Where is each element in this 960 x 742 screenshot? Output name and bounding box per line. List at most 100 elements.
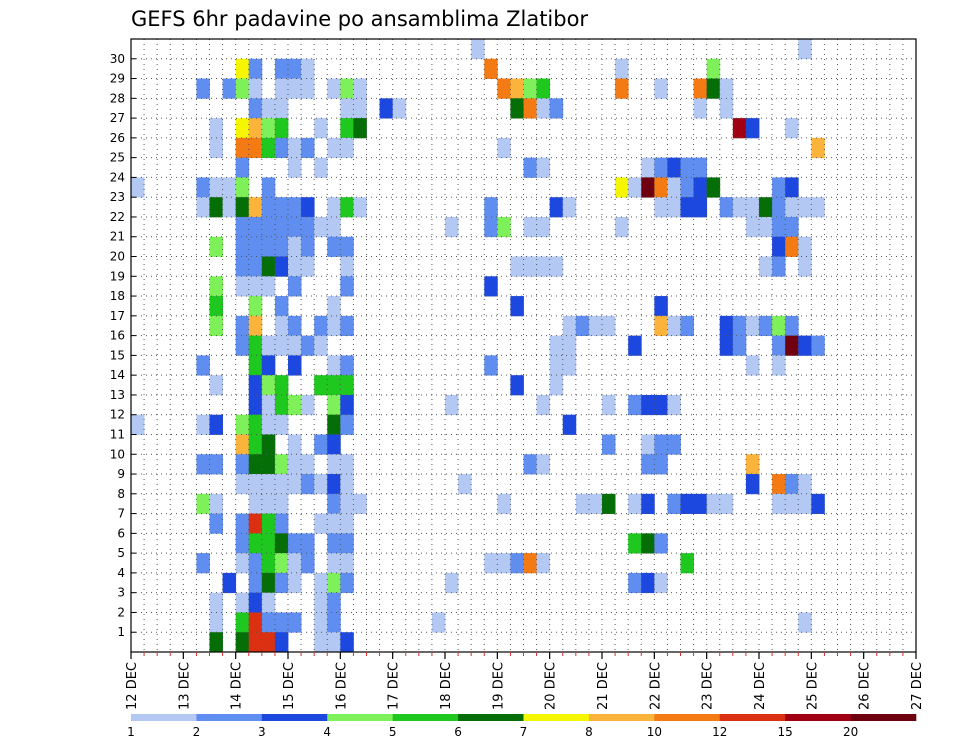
heatmap-cell	[327, 434, 341, 455]
heatmap-cell	[288, 533, 302, 554]
heatmap-cell	[274, 572, 289, 594]
heatmap-cell	[654, 157, 668, 178]
heatmap-cell	[235, 454, 250, 475]
heatmap-cell	[261, 434, 276, 455]
heatmap-cell	[732, 118, 747, 139]
x-axis: 12 DEC 13 DEC 14 DEC 15 DEC 16 DEC 17 DEC 18 D…	[125, 652, 925, 710]
heatmap-cell	[497, 493, 511, 514]
heatmap-cell	[536, 157, 551, 178]
heatmap-cell	[288, 335, 302, 356]
heatmap-cell	[196, 414, 210, 435]
y-tick-label: 21	[110, 230, 125, 244]
x-tick-label: 17 DEC	[387, 662, 402, 710]
heatmap-cell	[340, 572, 354, 594]
legend-label: 20	[843, 725, 858, 739]
heatmap-cell	[615, 78, 629, 99]
heatmap-cell	[235, 335, 250, 356]
heatmap-cell	[785, 236, 799, 257]
heatmap-cell	[314, 632, 328, 653]
heatmap-cell	[235, 612, 250, 633]
heatmap-cell	[209, 137, 223, 159]
heatmap-cell	[785, 118, 799, 139]
heatmap-cell	[798, 493, 812, 514]
heatmap-cell	[340, 513, 354, 534]
y-tick-label: 11	[110, 427, 125, 441]
y-tick-label: 28	[110, 91, 125, 105]
heatmap-cell	[549, 355, 564, 376]
heatmap-cell	[301, 553, 315, 574]
heatmap-cell	[693, 177, 708, 198]
heatmap-cell	[261, 216, 276, 238]
heatmap-cell	[274, 513, 289, 534]
legend-label: 12	[712, 725, 727, 739]
legend-swatch	[327, 714, 393, 721]
heatmap-cell	[327, 236, 341, 257]
heatmap-cell	[235, 592, 250, 613]
heatmap-cell	[314, 216, 328, 238]
heatmap-cell	[497, 216, 511, 238]
heatmap-cell	[654, 296, 668, 317]
y-tick-label: 1	[117, 625, 125, 639]
heatmap-cell	[680, 553, 694, 574]
heatmap-cell	[261, 493, 276, 514]
heatmap-cell	[431, 612, 446, 633]
heatmap-cell	[248, 493, 263, 514]
heatmap-cell	[340, 78, 354, 99]
heatmap-cell	[667, 493, 681, 514]
heatmap-cell	[615, 58, 629, 79]
heatmap-cell	[301, 474, 315, 495]
heatmap-cell	[314, 335, 328, 356]
heatmap-cell	[536, 454, 551, 475]
heatmap-cell	[288, 355, 302, 376]
heatmap-cell	[274, 414, 289, 435]
heatmap-cell	[261, 632, 276, 653]
heatmap-cell	[484, 197, 498, 218]
heatmap-cell	[510, 553, 524, 574]
heatmap-cell	[235, 118, 250, 139]
legend-swatch	[850, 714, 917, 721]
x-tick-label: 12 DEC	[125, 662, 140, 710]
heatmap-cell	[301, 256, 315, 277]
y-tick-label: 7	[117, 507, 125, 521]
heatmap-cell	[549, 375, 564, 396]
heatmap-cell	[641, 394, 655, 416]
heatmap-cell	[196, 355, 210, 376]
heatmap-cell	[340, 474, 354, 495]
x-tick-label: 16 DEC	[334, 662, 349, 710]
x-tick-label: 15 DEC	[282, 662, 297, 710]
heatmap-cell	[261, 553, 276, 574]
x-tick-label: 22 DEC	[648, 662, 663, 710]
heatmap-cell	[654, 315, 668, 337]
heatmap-cell	[745, 315, 760, 337]
y-axis: 1234567891011121314151617181920212223242…	[110, 52, 136, 639]
heatmap-cell	[301, 533, 315, 554]
heatmap-cell	[327, 632, 341, 653]
heatmap-cell	[327, 197, 341, 218]
heatmap-cell	[248, 394, 263, 416]
heatmap-cell	[209, 315, 223, 337]
heatmap-cell	[209, 632, 223, 653]
heatmap-cell	[680, 493, 694, 514]
heatmap-cell	[261, 454, 276, 475]
heatmap-cell	[340, 394, 354, 416]
y-tick-label: 29	[110, 72, 125, 86]
heatmap-cell	[235, 236, 250, 257]
y-tick-label: 27	[110, 111, 125, 125]
heatmap-cell	[628, 493, 642, 514]
heatmap-cell	[288, 157, 302, 178]
legend-swatch	[588, 714, 655, 721]
heatmap-cell	[719, 493, 734, 514]
heatmap-cell	[235, 513, 250, 534]
heatmap-cell	[327, 78, 341, 99]
heatmap-cell	[667, 434, 681, 455]
heatmap-cell	[680, 315, 694, 337]
heatmap-cell	[222, 177, 237, 198]
heatmap-cell	[641, 434, 655, 455]
heatmap-cell	[261, 98, 276, 119]
heatmap-cell	[523, 98, 537, 119]
heatmap-cell	[536, 394, 551, 416]
heatmap-cell	[274, 78, 289, 99]
heatmap-cell	[274, 216, 289, 238]
heatmap-cell	[340, 197, 354, 218]
heatmap-cell	[719, 335, 734, 356]
